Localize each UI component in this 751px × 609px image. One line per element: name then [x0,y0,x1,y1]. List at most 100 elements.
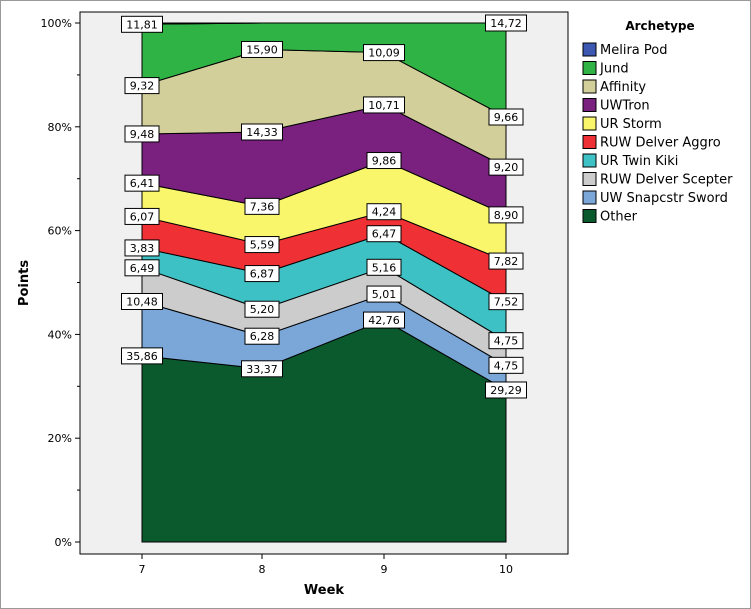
data-label-box [244,197,280,215]
data-labels: 35,86 33,37 42,76 29,29 10,48 6,28 5,01 4,75 6,4… [121,14,527,399]
data-label-box [485,381,527,399]
y-tick-label: 0% [55,536,72,549]
data-label-box [124,207,160,225]
data-label-text: 6,07 [130,210,155,223]
data-label-text: 4,75 [494,359,519,372]
legend-label: UR Storm [600,117,662,132]
legend-label: UR Twin Kiki [600,154,678,169]
y-tick-label: 20% [48,432,72,445]
data-label-text: 8,90 [494,209,519,222]
legend-label: Affinity [600,80,646,95]
legend-item: UR Twin Kiki [582,153,678,169]
data-label: 7,52 [488,293,524,311]
data-label: 4,75 [488,332,524,350]
data-label-text: 29,29 [490,384,522,397]
x-tick-label: 8 [259,563,266,576]
legend-swatch [582,135,597,149]
data-label-box [488,332,524,350]
data-label-box [124,174,160,192]
data-label: 11,81 [121,15,163,33]
data-label: 9,32 [124,77,160,95]
data-label-text: 6,87 [250,268,275,281]
data-label-text: 5,01 [372,288,397,301]
data-label: 35,86 [121,347,163,365]
data-label-box [488,158,524,176]
y-tick-label: 80% [48,121,72,134]
data-label-text: 6,49 [130,262,155,275]
data-label-box [121,347,163,365]
x-tick-label: 9 [381,563,388,576]
data-label: 14,33 [241,123,283,141]
legend-item: Jund [582,61,629,77]
data-label: 29,29 [485,381,527,399]
data-label-text: 9,20 [494,161,519,174]
legend-label: Jund [599,62,629,77]
data-label-box [366,225,402,243]
data-label-text: 9,48 [130,128,155,141]
data-label-text: 10,71 [368,99,400,112]
legend-item: UW Snapcstr Sword [582,190,728,206]
data-label: 8,90 [488,206,524,224]
y-axis-title: Points [17,260,32,306]
legend-swatch [582,79,597,94]
x-axis-title: Week [304,583,345,598]
data-label: 6,41 [124,174,160,192]
legend-item: Melira Pod [582,42,667,58]
data-label-text: 4,24 [372,206,397,219]
data-label-text: 9,32 [130,80,155,93]
legend-label: RUW Delver Scepter [600,173,733,188]
data-label: 7,36 [244,197,280,215]
data-label-box [121,292,163,310]
data-label: 42,76 [363,311,405,329]
legend-item: RUW Delver Scepter [582,172,733,188]
data-label-text: 5,20 [250,303,275,316]
data-label-box [124,77,160,95]
data-label-box [121,15,163,33]
data-label-text: 9,66 [494,111,519,124]
data-label: 5,20 [244,300,280,318]
x-tick-label: 10 [499,563,513,576]
data-label: 9,20 [488,158,524,176]
data-label: 9,48 [124,125,160,143]
data-label-box [244,265,280,283]
data-label: 5,01 [366,285,402,303]
data-label-box [241,123,283,141]
data-label: 7,82 [488,252,524,270]
data-label: 6,47 [366,225,402,243]
data-label-text: 7,36 [250,200,275,213]
data-label: 6,49 [124,259,160,277]
data-label-box [241,40,283,58]
data-label: 33,37 [241,360,283,378]
x-tick-label: 7 [139,563,146,576]
legend-swatch [582,209,597,223]
data-label-box [366,285,402,303]
legend-item: RUW Delver Aggro [582,135,721,151]
data-label-box [488,293,524,311]
legend-item: Other [582,209,638,225]
legend-swatch [582,61,597,75]
y-tick-label: 40% [48,328,72,341]
data-label-box [366,258,402,276]
data-label-box [124,259,160,277]
data-label-text: 6,28 [250,330,275,343]
legend-swatch [582,42,597,57]
data-label-text: 33,37 [246,363,278,376]
data-label: 14,72 [485,14,527,32]
data-label-text: 4,75 [494,335,519,348]
data-label-box [363,44,405,62]
data-label: 4,24 [366,203,402,221]
data-label-box [124,125,160,143]
legend-item: Affinity [582,79,646,95]
data-label-text: 6,41 [130,177,155,190]
data-label-box [366,152,402,170]
legend-label: UWTron [600,99,650,114]
data-label-box [363,311,405,329]
data-label: 10,48 [121,292,163,310]
data-label-text: 5,16 [372,261,397,274]
data-label: 4,75 [488,356,524,374]
y-axis: 0% 20% 40% 60% 80% 100% [41,12,81,554]
legend-label: Melira Pod [600,43,667,58]
data-label: 6,28 [244,327,280,345]
data-label: 5,59 [244,236,280,254]
